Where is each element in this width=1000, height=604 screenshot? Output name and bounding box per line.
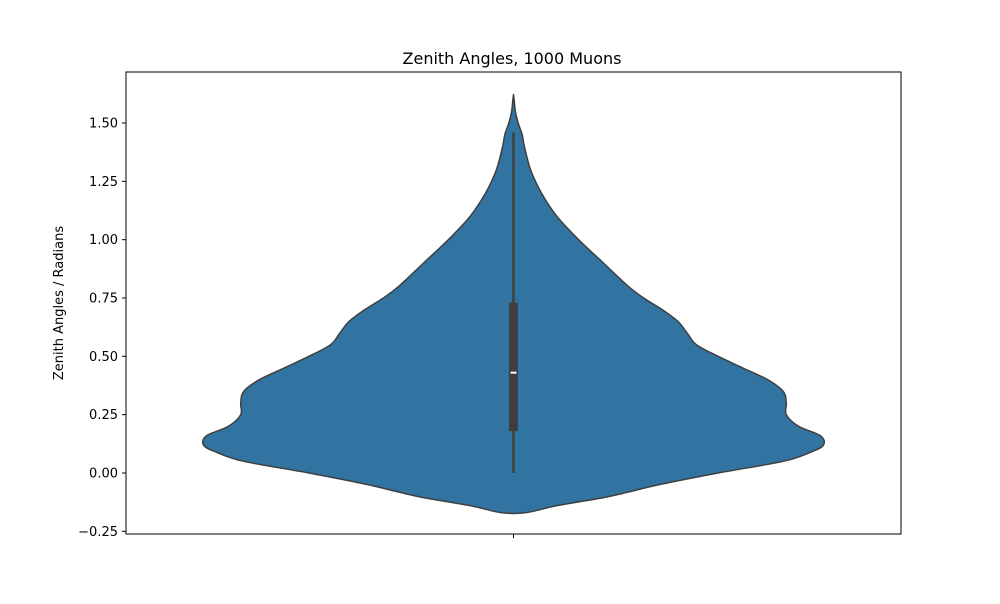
y-tick-label: −0.25 bbox=[78, 525, 118, 540]
plot-area-frame bbox=[125, 71, 902, 535]
y-tick-label: 0.00 bbox=[89, 467, 118, 482]
y-axis-ticks: −0.25 0.00 0.25 0.50 0.75 1.00 1.25 1.50 bbox=[78, 117, 126, 540]
violin-layer bbox=[201, 93, 826, 515]
y-tick-label: 1.50 bbox=[89, 117, 118, 132]
interquartile-box bbox=[509, 302, 518, 431]
y-axis-label: Zenith Angles / Radians bbox=[52, 226, 67, 380]
y-tick-label: 1.00 bbox=[89, 233, 118, 248]
y-tick-label: 0.50 bbox=[89, 350, 118, 365]
chart-title: Zenith Angles, 1000 Muons bbox=[403, 49, 622, 68]
y-tick-label: 0.75 bbox=[89, 292, 118, 307]
y-tick-label: 1.25 bbox=[89, 175, 118, 190]
y-tick-label: 0.25 bbox=[89, 408, 118, 423]
